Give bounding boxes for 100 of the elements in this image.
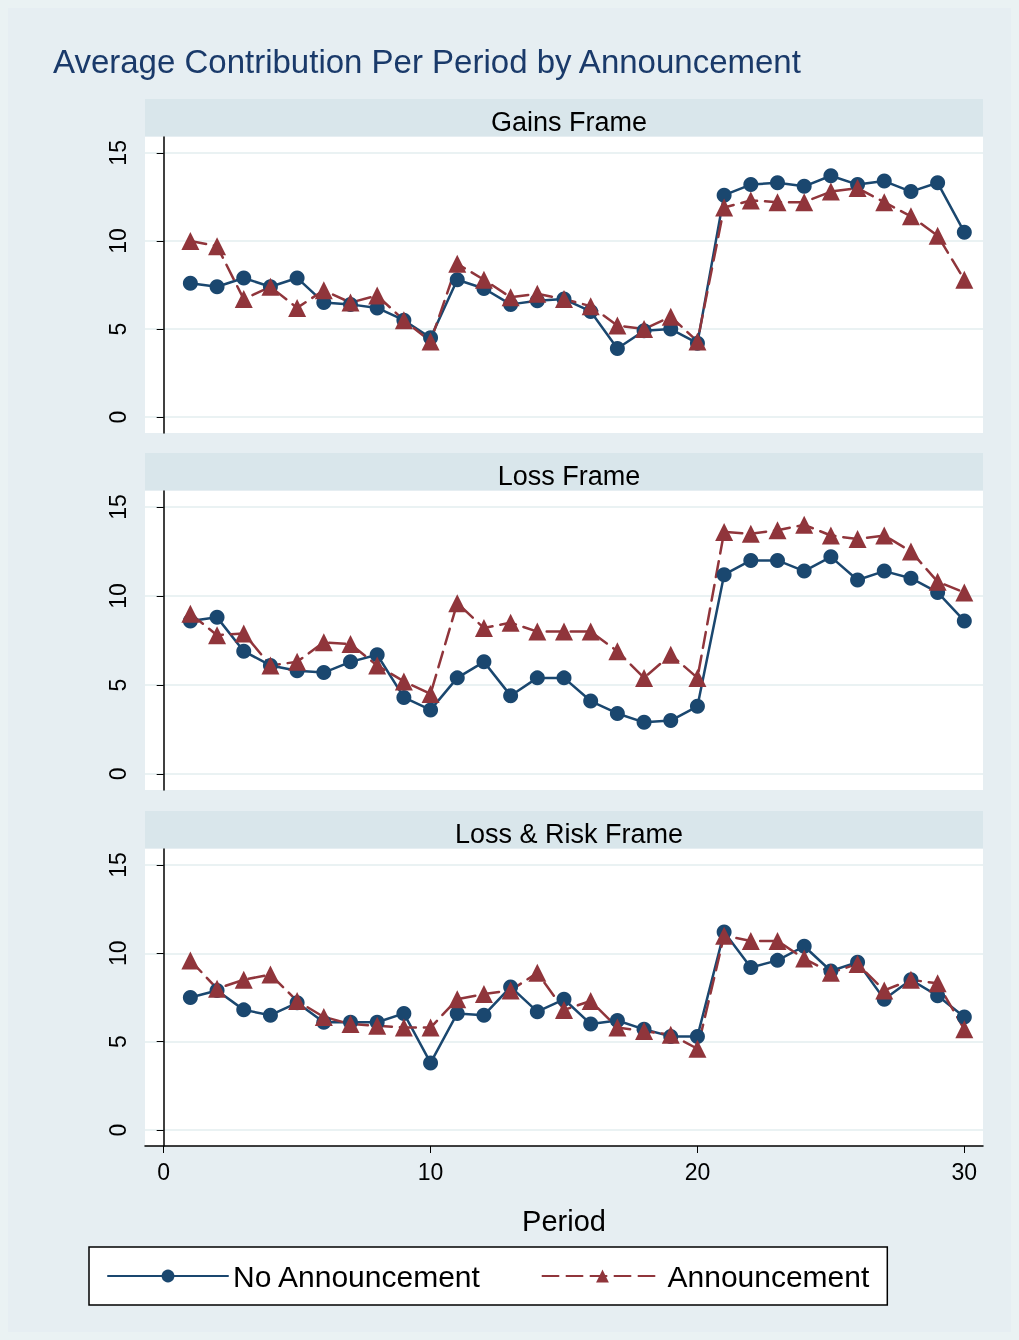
point	[501, 981, 520, 1000]
point	[236, 270, 252, 286]
point	[928, 974, 947, 993]
point	[343, 654, 358, 670]
point	[421, 332, 440, 351]
y-tick-label: 10	[104, 940, 131, 967]
point	[956, 1009, 972, 1025]
y-tick-label: 0	[104, 1123, 131, 1137]
point	[688, 1039, 707, 1058]
point	[955, 583, 974, 602]
point	[741, 524, 760, 543]
x-tick-label: 10	[417, 1158, 444, 1185]
point	[689, 1028, 705, 1044]
point	[901, 542, 920, 561]
point	[715, 522, 734, 541]
point	[768, 521, 787, 540]
point	[209, 279, 225, 295]
point	[715, 926, 734, 945]
point	[368, 286, 387, 305]
point	[875, 193, 894, 212]
point	[583, 693, 599, 709]
point	[875, 526, 894, 545]
point	[875, 981, 894, 1000]
point	[901, 207, 920, 226]
point	[688, 668, 707, 687]
point	[396, 689, 412, 705]
y-tick-label: 5	[104, 678, 131, 692]
point	[636, 714, 652, 730]
point	[236, 1002, 252, 1018]
point	[823, 168, 839, 184]
y-tick-label: 10	[104, 583, 131, 609]
point	[876, 173, 892, 189]
point	[795, 193, 814, 212]
point	[689, 698, 705, 714]
point	[556, 670, 572, 686]
point	[609, 340, 625, 356]
point	[181, 231, 200, 250]
point	[421, 1018, 440, 1037]
point	[314, 633, 333, 652]
point	[770, 552, 785, 568]
point	[234, 970, 253, 989]
point	[956, 224, 972, 240]
point	[369, 647, 385, 663]
point	[394, 672, 413, 691]
x-tick-label: 0	[157, 1158, 171, 1185]
point	[770, 952, 785, 968]
point	[848, 179, 867, 198]
point	[741, 931, 760, 950]
x-axis-title: Period	[522, 1204, 606, 1237]
point	[581, 297, 600, 316]
point	[208, 237, 227, 256]
point	[716, 187, 732, 203]
point	[341, 635, 360, 654]
point	[474, 984, 493, 1003]
point	[928, 226, 947, 245]
point	[956, 613, 972, 629]
point	[288, 652, 307, 671]
point	[396, 1005, 412, 1021]
point	[316, 665, 332, 681]
y-tick-label: 10	[104, 228, 131, 254]
point	[608, 1018, 627, 1037]
point	[394, 1018, 413, 1037]
point	[448, 990, 467, 1009]
point	[368, 1016, 387, 1035]
point	[423, 702, 439, 718]
legend-label: Announcement	[667, 1259, 870, 1293]
point	[209, 609, 225, 625]
point	[501, 613, 520, 632]
point	[609, 705, 625, 721]
point	[903, 570, 919, 586]
chart-subtitle: Gains Frame	[490, 106, 648, 137]
point	[770, 175, 785, 191]
point	[743, 959, 759, 975]
point	[741, 191, 760, 210]
point	[449, 670, 465, 686]
point	[314, 1007, 333, 1026]
point	[876, 563, 892, 579]
point	[529, 670, 545, 686]
point	[796, 563, 812, 579]
point	[743, 177, 759, 193]
point	[529, 1004, 545, 1020]
point	[821, 526, 840, 545]
point	[716, 567, 732, 583]
point	[608, 316, 627, 335]
x-tick-label: 30	[951, 1158, 978, 1185]
point	[661, 307, 680, 326]
point	[635, 668, 654, 687]
point	[823, 549, 839, 565]
point	[743, 552, 759, 568]
point	[635, 1022, 654, 1041]
point	[262, 1007, 278, 1023]
point	[528, 284, 547, 303]
point	[501, 288, 520, 307]
point	[955, 270, 974, 289]
point	[474, 270, 493, 289]
point	[288, 298, 307, 317]
point	[234, 624, 253, 643]
point	[661, 645, 680, 664]
point	[182, 275, 198, 291]
y-tick-label: 5	[104, 322, 131, 336]
